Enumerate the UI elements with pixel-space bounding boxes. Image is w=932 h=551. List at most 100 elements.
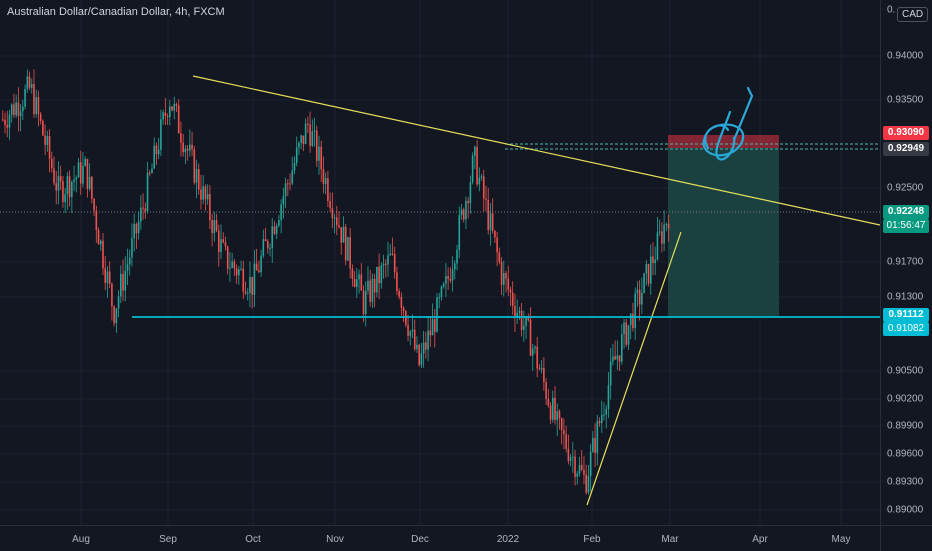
candle-body <box>249 276 251 294</box>
candle-body <box>529 319 532 356</box>
candle-body <box>44 135 46 145</box>
candle-body <box>462 209 465 220</box>
candle-body <box>211 220 213 234</box>
candle-body <box>135 223 138 234</box>
candle-body <box>255 263 258 271</box>
candle-body <box>133 223 135 239</box>
candle-body <box>569 457 572 461</box>
candle-body <box>616 355 619 360</box>
ascending-trendline[interactable] <box>586 231 682 506</box>
candle-body <box>331 208 334 218</box>
candle-body <box>527 316 530 320</box>
candle-body <box>433 319 436 332</box>
candle-body <box>667 223 670 229</box>
stop-zone[interactable] <box>668 135 779 148</box>
price-tick: 0.90200 <box>887 393 924 405</box>
candle-body <box>93 198 95 211</box>
candle-body <box>251 276 253 295</box>
candle-body <box>371 278 374 302</box>
candle-body <box>558 411 561 419</box>
candle-body <box>8 114 11 128</box>
candle-body <box>621 334 623 362</box>
candle-body <box>77 162 80 178</box>
candle-body <box>398 291 400 297</box>
candle-body <box>46 136 49 145</box>
candle-body <box>665 223 668 225</box>
price-axis[interactable]: 0. CAD 0.94000 0.93500 0.92500 0.91700 0… <box>880 0 932 525</box>
candle-body <box>271 226 274 248</box>
candle-body <box>73 179 75 182</box>
time-axis[interactable]: Aug Sep Oct Nov Dec 2022 Feb Mar Apr May <box>0 525 880 551</box>
candle-body <box>589 451 592 477</box>
candle-body <box>396 272 398 292</box>
candle-body <box>600 414 603 424</box>
candle-body <box>378 266 380 284</box>
candle-body <box>480 176 483 178</box>
candle-body <box>609 361 612 386</box>
candle-body <box>474 146 476 156</box>
candle-body <box>329 200 331 209</box>
candle-body <box>287 183 289 185</box>
candle-body <box>19 111 22 116</box>
candle-body <box>358 274 360 280</box>
candle-body <box>351 268 354 279</box>
candle-body <box>540 367 543 370</box>
candle-body <box>625 322 628 345</box>
candle-body <box>215 220 218 231</box>
price-tick: 0.89600 <box>887 448 924 460</box>
stop-price-tag: 0.93090 <box>883 126 929 140</box>
support-price-tag-2: 0.91082 <box>883 322 929 336</box>
candle-body <box>106 271 109 283</box>
candle-body <box>166 115 169 118</box>
candle-body <box>605 408 608 415</box>
candle-body <box>572 456 574 458</box>
descending-trendline[interactable] <box>192 75 880 226</box>
candle-body <box>220 239 222 252</box>
candle-body <box>525 316 527 326</box>
candle-body <box>10 104 13 115</box>
candle-body <box>295 147 298 164</box>
candle-body <box>618 355 621 362</box>
time-tick: Apr <box>752 534 768 545</box>
price-chart[interactable] <box>0 0 880 525</box>
candle-body <box>122 273 124 291</box>
candle-body <box>520 310 523 330</box>
candle-body <box>171 106 173 111</box>
candle-body <box>407 324 409 336</box>
candle-body <box>612 356 614 362</box>
candle-body <box>373 278 376 293</box>
candle-body <box>131 238 133 258</box>
candle-body <box>531 348 534 356</box>
candle-body <box>551 397 554 420</box>
candle-body <box>289 183 291 185</box>
candle-body <box>164 112 167 116</box>
price-tick: 0.90500 <box>887 365 924 377</box>
candle-body <box>304 123 307 144</box>
candle-body <box>580 465 583 470</box>
candle-body <box>59 176 62 182</box>
currency-button[interactable]: CAD <box>897 7 929 22</box>
target-zone[interactable] <box>668 148 779 317</box>
candle-body <box>583 469 585 475</box>
candle-body <box>454 263 456 270</box>
candle-body <box>17 102 20 116</box>
candle-body <box>636 289 639 294</box>
hand-drawn-annotation[interactable] <box>702 86 754 161</box>
candle-body <box>418 344 420 365</box>
candle-body <box>556 411 559 421</box>
candle-body <box>71 181 73 198</box>
candle-body <box>563 430 565 435</box>
candle-body <box>184 148 187 153</box>
candle-body <box>545 382 547 399</box>
candle-body <box>567 448 570 461</box>
candle-body <box>30 84 33 88</box>
candle-body <box>411 329 414 332</box>
candle-body <box>516 312 518 318</box>
candle-body <box>656 232 659 260</box>
candle-body <box>509 289 512 293</box>
candle-body <box>224 242 227 247</box>
candle-body <box>48 136 51 159</box>
candle-body <box>240 268 242 270</box>
price-tick: 0.89000 <box>887 504 924 516</box>
candle-body <box>467 200 469 204</box>
